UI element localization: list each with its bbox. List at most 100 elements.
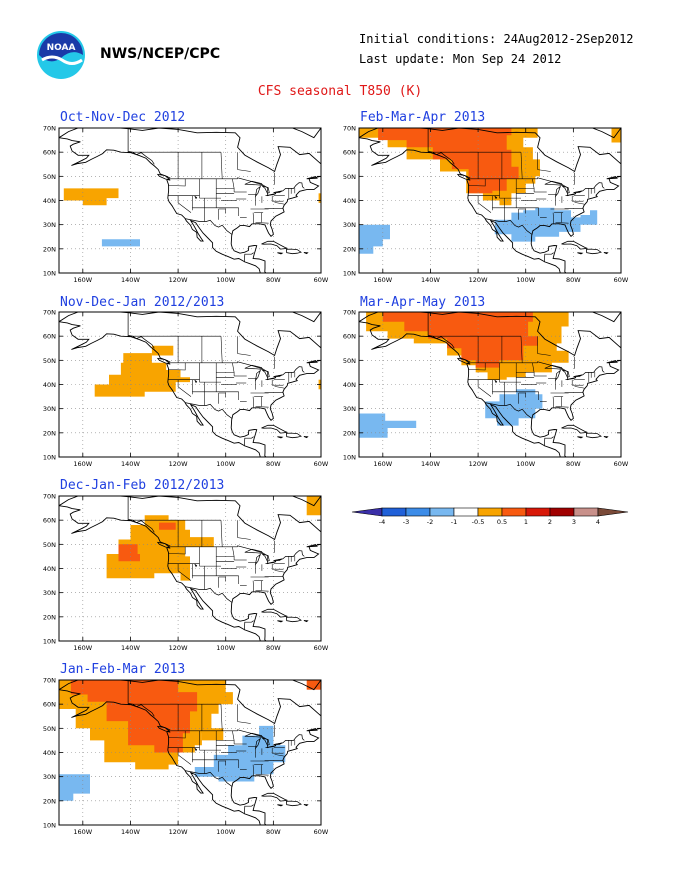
initial-conditions: Initial conditions: 24Aug2012-2Sep2012 (359, 32, 634, 46)
lon-tick-label: 140W (121, 828, 140, 836)
colorbar-label: 3 (572, 518, 576, 526)
colorbar-swatch (351, 507, 383, 517)
lon-tick-label: 60W (314, 276, 329, 284)
anomaly-area (106, 515, 214, 581)
colorbar-label: -4 (379, 518, 385, 526)
lat-tick-label: 30N (343, 221, 356, 229)
lat-tick-label: 40N (43, 565, 56, 573)
lat-tick-label: 30N (343, 405, 356, 413)
lat-tick-label: 40N (43, 749, 56, 757)
lon-tick-label: 140W (121, 276, 140, 284)
anomaly-area (382, 312, 538, 368)
lon-tick-label: 140W (121, 644, 140, 652)
lat-tick-label: 10N (43, 454, 56, 462)
lat-tick-label: 20N (343, 429, 356, 437)
lat-tick-label: 40N (343, 197, 356, 205)
lon-tick-label: 60W (614, 276, 629, 284)
anomaly-area (485, 389, 543, 426)
lat-tick-label: 30N (43, 221, 56, 229)
lon-tick-label: 120W (169, 828, 188, 836)
colorbar-swatch (429, 507, 455, 517)
colorbar-swatch (477, 507, 503, 517)
lat-tick-label: 20N (343, 245, 356, 253)
panel-title-mam: Mar-Apr-May 2013 (360, 295, 486, 310)
lat-tick-label: 10N (43, 270, 56, 278)
map-panel-ond: 70N 60N 50N 40N 30N 20N 10N 160W 140W 120W 100W 80W… (43, 125, 329, 285)
lon-tick-label: 140W (421, 460, 440, 468)
lat-tick-label: 70N (43, 677, 56, 685)
lat-tick-label: 20N (43, 245, 56, 253)
lon-tick-label: 160W (73, 276, 92, 284)
lon-tick-label: 60W (314, 644, 329, 652)
lon-tick-label: 120W (469, 460, 488, 468)
lon-tick-label: 100W (216, 460, 235, 468)
lon-tick-label: 80W (566, 276, 581, 284)
lat-tick-label: 10N (43, 822, 56, 830)
lat-tick-label: 10N (43, 638, 56, 646)
lon-tick-label: 120W (169, 644, 188, 652)
last-update: Last update: Mon Sep 24 2012 (359, 52, 562, 66)
anomaly-area (94, 353, 190, 397)
colorbar-label: -2 (427, 518, 433, 526)
anomaly-area (70, 680, 198, 753)
lat-tick-label: 50N (43, 173, 56, 181)
map-panel-fma: 70N 60N 50N 40N 30N 20N 10N 160W 140W 120W 100W 80W… (343, 125, 629, 285)
lat-tick-label: 40N (43, 197, 56, 205)
colorbar-swatch (549, 507, 575, 517)
lat-tick-label: 60N (43, 149, 56, 157)
lat-tick-label: 40N (43, 381, 56, 389)
lon-tick-label: 160W (73, 460, 92, 468)
lon-tick-label: 60W (614, 460, 629, 468)
anomaly-area (101, 239, 140, 247)
colorbar-swatch (453, 507, 479, 517)
lon-tick-label: 100W (216, 644, 235, 652)
lon-tick-label: 160W (73, 644, 92, 652)
lon-tick-label: 120W (169, 276, 188, 284)
anomaly-area (378, 128, 519, 194)
anomaly-area (59, 774, 90, 801)
anomaly-area (359, 413, 417, 438)
lat-tick-label: 60N (43, 517, 56, 525)
lon-tick-label: 140W (121, 460, 140, 468)
lat-tick-label: 40N (343, 381, 356, 389)
lat-tick-label: 50N (343, 357, 356, 365)
colorbar-label: -0.5 (472, 518, 485, 526)
colorbar-swatch (381, 507, 407, 517)
lat-tick-label: 10N (343, 454, 356, 462)
map-panel-djf: 70N 60N 50N 40N 30N 20N 10N 160W 140W 120W 100W 80W… (43, 493, 329, 653)
lat-tick-label: 70N (343, 125, 356, 133)
lat-tick-label: 20N (43, 613, 56, 621)
lon-tick-label: 100W (216, 828, 235, 836)
map-panel-jfm: 70N 60N 50N 40N 30N 20N 10N 160W 140W 120W 100W 80W… (43, 677, 329, 837)
map-panel-ndj: 70N 60N 50N 40N 30N 20N 10N 160W 140W 120W 100W 80W… (43, 309, 329, 469)
colorbar-label: -1 (451, 518, 457, 526)
lon-tick-label: 100W (516, 276, 535, 284)
panel-title-djf: Dec-Jan-Feb 2012/2013 (60, 478, 225, 493)
lon-tick-label: 80W (266, 276, 281, 284)
lat-tick-label: 70N (343, 309, 356, 317)
organization-label: NWS/NCEP/CPC (100, 46, 221, 62)
lat-tick-label: 60N (343, 333, 356, 341)
lat-tick-label: 20N (43, 429, 56, 437)
lon-tick-label: 140W (421, 276, 440, 284)
lon-tick-label: 80W (266, 644, 281, 652)
lat-tick-label: 20N (43, 797, 56, 805)
anomaly-area (194, 725, 286, 782)
lon-tick-label: 100W (216, 276, 235, 284)
lat-tick-label: 60N (43, 333, 56, 341)
noaa-logo: NOAA (37, 31, 85, 79)
svg-text:NOAA: NOAA (47, 43, 76, 53)
lat-tick-label: 50N (43, 541, 56, 549)
anomaly-area (159, 522, 176, 530)
lon-tick-label: 160W (373, 460, 392, 468)
panel-title-fma: Feb-Mar-Apr 2013 (360, 110, 486, 125)
colorbar-label: 4 (596, 518, 600, 526)
colorbar-swatch (525, 507, 551, 517)
anomaly-area (359, 224, 390, 254)
panel-title-ndj: Nov-Dec-Jan 2012/2013 (60, 295, 225, 310)
lat-tick-label: 70N (43, 309, 56, 317)
colorbar-label: 1 (524, 518, 528, 526)
anomaly-area (494, 207, 598, 242)
anomaly-area (118, 544, 140, 562)
anomaly-area (201, 728, 224, 741)
